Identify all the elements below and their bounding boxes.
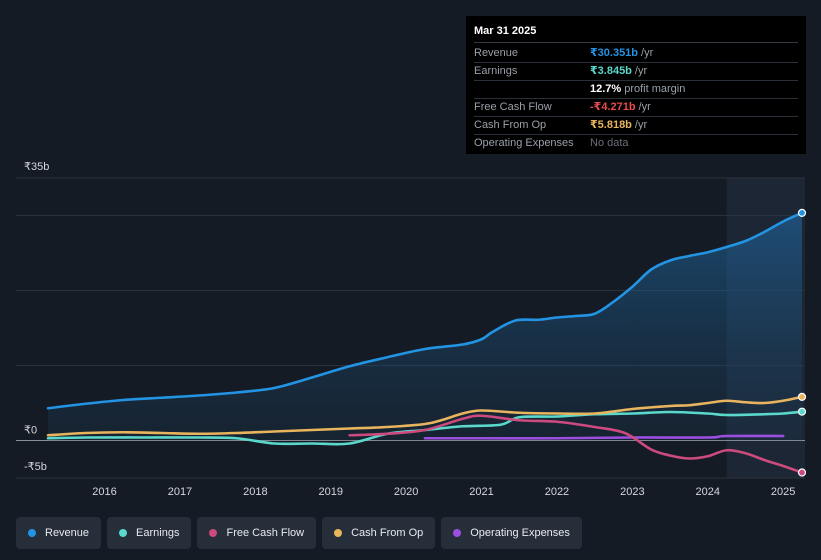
legend-label: Revenue: [45, 527, 90, 539]
tooltip-row-unit: /yr: [638, 101, 651, 113]
tooltip-row-unit: /yr: [634, 119, 648, 131]
x-axis: 2016 2017 2018 2019 2020 2021 2022 2023 2024 2025: [92, 486, 795, 498]
tooltip-row-value: 12.7%: [590, 83, 622, 95]
x-tick-label: 2018: [243, 486, 267, 498]
x-tick-label: 2021: [469, 486, 493, 498]
end-marker-revenue: [797, 208, 807, 217]
end-marker-free-cash-flow: [797, 468, 807, 477]
tooltip-row-value: -₹4.271b: [590, 101, 636, 113]
x-tick-label: 2022: [545, 486, 569, 498]
x-tick-label: 2019: [319, 486, 343, 498]
tooltip-row: Cash From Op ₹5.818b/yr: [474, 117, 798, 135]
tooltip-rows: Revenue ₹30.351b/yr Earnings ₹3.845b/yr 12.7…: [474, 45, 798, 152]
legend-label: Cash From Op: [351, 527, 424, 539]
series-line-free-cash-flow: [348, 414, 804, 474]
series-end-markers: [797, 208, 807, 477]
legend-item-revenue[interactable]: Revenue: [16, 517, 102, 549]
tooltip-row-label: Operating Expenses: [474, 137, 574, 149]
tooltip-row-label: Earnings: [474, 65, 518, 77]
series-line-earnings: [46, 410, 804, 446]
legend-dot-icon: [119, 529, 128, 537]
legend-dot-icon: [334, 529, 343, 537]
tooltip-row-label: [474, 81, 590, 98]
tooltip-row-unit: profit margin: [624, 83, 686, 95]
legend: Revenue Earnings Free Cash Flow Cash From O…: [16, 517, 582, 549]
legend-dot-icon: [453, 529, 462, 537]
series-line-revenue: [46, 211, 804, 410]
tooltip-date: Mar 31 2025: [474, 24, 798, 43]
tooltip-row: Revenue ₹30.351b/yr: [474, 45, 798, 63]
tooltip-row-value: ₹5.818b: [590, 119, 632, 131]
tooltip-panel: Mar 31 2025 Revenue ₹30.351b/yr Earnings ₹3…: [466, 16, 806, 154]
y-tick-label: ₹0: [24, 425, 37, 437]
tooltip-row-unit: /yr: [641, 47, 654, 59]
end-marker-earnings: [797, 407, 807, 416]
y-axis: ₹35b ₹0 -₹5b: [24, 161, 49, 473]
tooltip-row-value: ₹3.845b: [590, 65, 632, 77]
tooltip-row: Earnings ₹3.845b/yr: [474, 63, 798, 81]
end-marker-cash-from-op: [797, 392, 807, 401]
tooltip-row-label: Cash From Op: [474, 119, 547, 131]
legend-dot-icon: [209, 529, 218, 537]
x-tick-label: 2020: [394, 486, 418, 498]
x-tick-label: 2017: [168, 486, 192, 498]
legend-label: Free Cash Flow: [226, 527, 305, 539]
legend-item-earnings[interactable]: Earnings: [107, 517, 192, 549]
y-tick-label: ₹35b: [24, 161, 49, 173]
revenue-area: [48, 212, 802, 441]
tooltip-row: 12.7% profit margin: [474, 81, 798, 99]
tooltip-row-value: No data: [590, 137, 629, 149]
x-tick-label: 2023: [620, 486, 644, 498]
x-tick-label: 2025: [771, 486, 795, 498]
legend-item-operating-expenses[interactable]: Operating Expenses: [441, 517, 582, 549]
legend-item-cash-from-op[interactable]: Cash From Op: [322, 517, 436, 549]
tooltip-row: Operating Expenses No data: [474, 135, 798, 152]
x-tick-label: 2024: [696, 486, 720, 498]
legend-label: Operating Expenses: [470, 527, 570, 539]
x-tick-label: 2016: [92, 486, 116, 498]
tooltip-row: Free Cash Flow -₹4.271b/yr: [474, 99, 798, 117]
y-tick-label: -₹5b: [24, 461, 47, 473]
legend-item-free-cash-flow[interactable]: Free Cash Flow: [197, 517, 317, 549]
tooltip-row-label: Free Cash Flow: [474, 101, 552, 113]
series-line-cash-from-op: [46, 395, 804, 437]
legend-dot-icon: [28, 529, 36, 537]
legend-label: Earnings: [136, 527, 180, 539]
tooltip-row-label: Revenue: [474, 47, 519, 59]
tooltip-row-unit: /yr: [634, 65, 648, 77]
series-layer: [46, 211, 804, 474]
tooltip-row-value: ₹30.351b: [590, 47, 639, 59]
